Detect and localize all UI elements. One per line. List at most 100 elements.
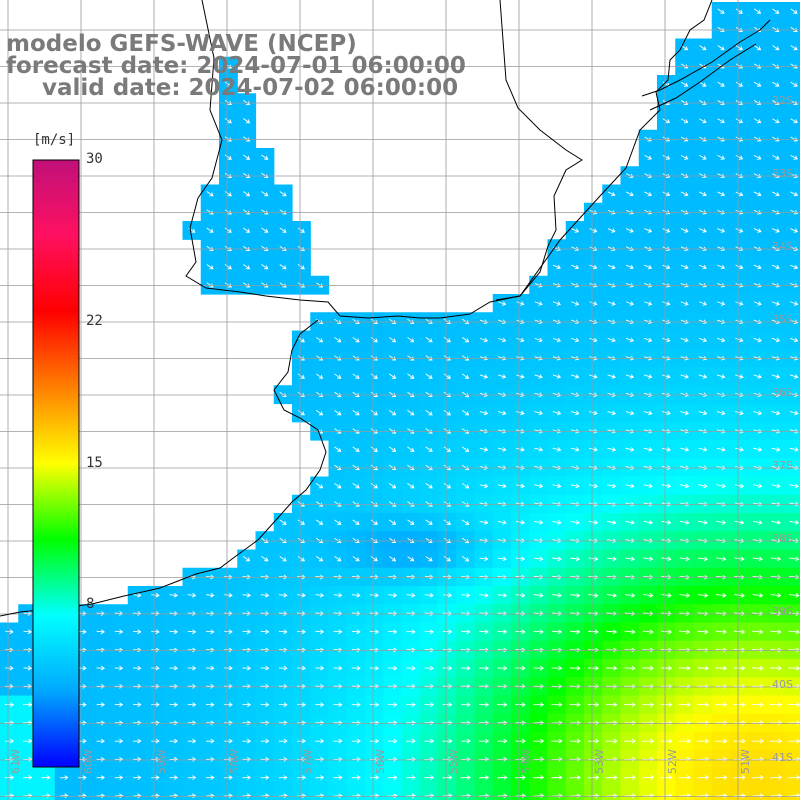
wind-arrow bbox=[114, 738, 124, 744]
wind-arrow bbox=[751, 702, 764, 708]
wind-arrow bbox=[751, 720, 764, 726]
wind-arrow bbox=[698, 264, 707, 270]
wind-arrow bbox=[717, 45, 725, 51]
wind-arrow bbox=[261, 245, 269, 252]
wind-arrow bbox=[751, 665, 764, 671]
wind-arrow bbox=[369, 756, 380, 762]
wind-arrow bbox=[605, 738, 618, 744]
wind-arrow bbox=[78, 756, 87, 762]
wind-arrow bbox=[735, 154, 744, 160]
wind-arrow bbox=[589, 209, 598, 215]
wind-arrow bbox=[644, 301, 653, 306]
wind-speed-cell bbox=[748, 786, 768, 800]
wind-arrow bbox=[716, 520, 727, 525]
wind-arrow bbox=[753, 81, 762, 87]
wind-arrow bbox=[297, 519, 305, 525]
wind-arrow bbox=[606, 720, 618, 726]
wind-speed-cell bbox=[127, 786, 147, 800]
wind-arrow bbox=[351, 702, 361, 708]
wind-arrow bbox=[41, 793, 51, 799]
wind-arrow bbox=[187, 720, 197, 726]
latitude-label: 34S bbox=[772, 240, 793, 253]
wind-arrow bbox=[533, 720, 545, 726]
wind-arrow bbox=[497, 410, 507, 416]
wind-arrow bbox=[297, 684, 306, 689]
wind-arrow bbox=[733, 738, 746, 744]
wind-arrow bbox=[78, 793, 87, 799]
wind-arrow bbox=[443, 428, 451, 434]
wind-arrow bbox=[680, 154, 689, 160]
wind-arrow bbox=[388, 629, 398, 635]
wind-arrow bbox=[151, 738, 160, 744]
wind-arrow bbox=[733, 756, 746, 762]
wind-arrow bbox=[206, 209, 214, 215]
wind-arrow bbox=[771, 264, 780, 270]
wind-arrow bbox=[697, 665, 709, 671]
wind-arrow bbox=[279, 227, 287, 233]
wind-arrow bbox=[698, 209, 707, 215]
wind-arrow bbox=[443, 446, 452, 452]
wind-arrow bbox=[460, 720, 471, 726]
wind-arrow bbox=[424, 629, 434, 635]
wind-arrow bbox=[644, 337, 653, 343]
wind-speed-cell bbox=[784, 111, 800, 131]
wind-arrow bbox=[461, 373, 470, 379]
wind-arrow bbox=[478, 756, 490, 762]
wind-arrow bbox=[334, 464, 342, 471]
wind-speed-cell bbox=[784, 330, 800, 350]
wind-arrow bbox=[606, 684, 618, 689]
latitude-label: 36S bbox=[772, 386, 793, 399]
wind-arrow bbox=[461, 501, 470, 507]
wind-arrow bbox=[771, 209, 780, 215]
wind-arrow bbox=[624, 702, 636, 708]
wind-arrow bbox=[4, 775, 15, 780]
wind-arrow bbox=[717, 100, 725, 105]
wind-arrow bbox=[425, 501, 433, 507]
wind-arrow bbox=[206, 227, 214, 233]
wind-speed-cell bbox=[784, 586, 800, 605]
wind-arrow bbox=[224, 684, 233, 689]
wind-speed-cell bbox=[492, 786, 512, 800]
wind-arrow bbox=[698, 483, 708, 489]
wind-arrow bbox=[279, 556, 287, 562]
wind-direction-arrows bbox=[4, 8, 800, 799]
wind-speed-cell bbox=[784, 786, 800, 800]
wind-arrow bbox=[443, 391, 451, 398]
wind-arrow bbox=[23, 702, 33, 708]
wind-speed-cell bbox=[401, 786, 421, 800]
wind-arrow bbox=[498, 301, 507, 306]
wind-arrow bbox=[133, 793, 142, 799]
wind-arrow bbox=[224, 191, 232, 197]
wind-arrow bbox=[772, 8, 780, 14]
wind-arrow bbox=[224, 99, 232, 106]
wind-arrow bbox=[133, 775, 142, 780]
wind-arrow bbox=[569, 665, 581, 671]
wind-arrow bbox=[660, 684, 673, 689]
wind-arrow bbox=[642, 629, 654, 635]
wind-speed-cell bbox=[438, 786, 457, 800]
wind-arrow bbox=[788, 593, 800, 598]
wind-arrow bbox=[315, 793, 325, 799]
wind-arrow bbox=[261, 282, 269, 288]
wind-arrow bbox=[515, 702, 526, 708]
wind-arrow bbox=[479, 520, 489, 525]
wind-arrow bbox=[680, 301, 689, 306]
wind-arrow bbox=[642, 665, 654, 671]
wind-arrow bbox=[461, 355, 470, 361]
wind-arrow bbox=[696, 738, 710, 744]
wind-arrow bbox=[205, 592, 215, 598]
wind-arrow bbox=[133, 702, 142, 708]
wind-speed-cell bbox=[237, 786, 257, 800]
wind-arrow bbox=[552, 447, 562, 452]
wind-arrow bbox=[515, 756, 526, 762]
wind-arrow bbox=[680, 209, 689, 215]
wind-arrow bbox=[753, 173, 762, 178]
wind-arrow bbox=[751, 775, 764, 780]
wind-arrow bbox=[497, 702, 508, 708]
wind-arrow bbox=[698, 228, 707, 233]
wind-arrow bbox=[680, 228, 689, 233]
wind-arrow bbox=[261, 556, 269, 562]
wind-arrow bbox=[588, 629, 599, 635]
wind-arrow bbox=[696, 756, 710, 762]
